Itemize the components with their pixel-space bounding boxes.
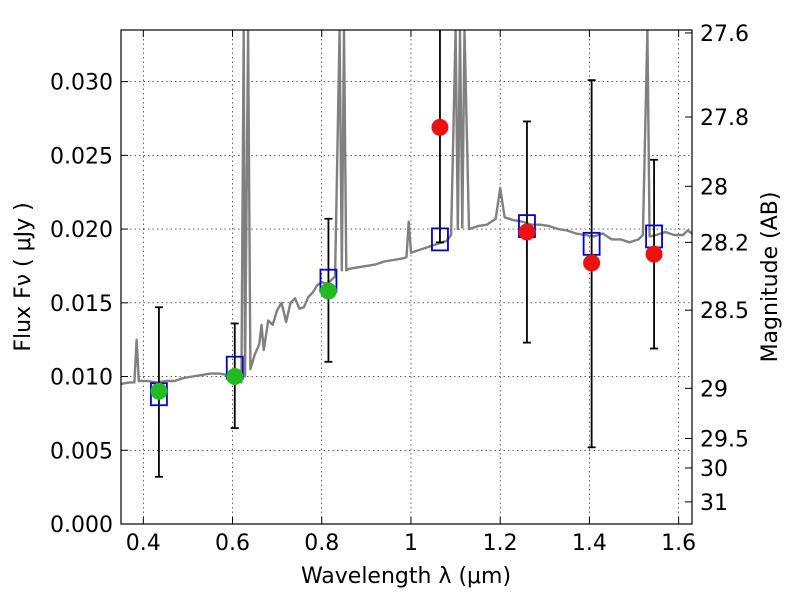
x-tick-label: 1.2 bbox=[483, 531, 518, 556]
y2-tick-label: 27.6 bbox=[700, 22, 749, 47]
y2-axis-ticks: 27.6 27.8 28 28.2 28.5 29 29.5 30 31 bbox=[685, 22, 749, 516]
y-axis-label: Flux Fν ( μJy ) bbox=[11, 202, 36, 351]
plot-background bbox=[121, 30, 692, 524]
x-tick-label: 1 bbox=[404, 531, 418, 556]
detection-point bbox=[319, 282, 337, 300]
y2-tick-label: 28 bbox=[700, 175, 728, 200]
detection-point bbox=[226, 368, 244, 386]
y2-tick-label: 29.5 bbox=[700, 427, 749, 452]
plot-frame bbox=[120, 29, 693, 525]
y2-tick-label: 30 bbox=[700, 457, 728, 482]
y2-tick-label: 28.2 bbox=[700, 231, 749, 256]
y-tick-label: 0.015 bbox=[50, 292, 113, 317]
y-tick-label: 0.010 bbox=[50, 366, 113, 391]
nondetection-point bbox=[583, 254, 601, 272]
y2-tick-label: 27.8 bbox=[700, 106, 749, 131]
nondetection-point bbox=[431, 118, 449, 136]
x-tick-label: 0.6 bbox=[215, 531, 250, 556]
y-tick-label: 0.000 bbox=[50, 513, 113, 538]
x-tick-label: 0.8 bbox=[304, 531, 339, 556]
y2-tick-label: 31 bbox=[700, 491, 728, 516]
y-axis-ticks: 0.000 0.005 0.010 0.015 0.020 0.025 0.030 bbox=[50, 71, 128, 538]
y-tick-label: 0.005 bbox=[50, 439, 113, 464]
y2-tick-label: 28.5 bbox=[700, 299, 749, 324]
x-tick-label: 0.4 bbox=[126, 531, 161, 556]
y-tick-label: 0.030 bbox=[50, 71, 113, 96]
detection-point bbox=[150, 382, 168, 400]
nondetection-point bbox=[645, 245, 663, 263]
y2-tick-label: 29 bbox=[700, 377, 728, 402]
y-tick-label: 0.020 bbox=[50, 218, 113, 243]
x-axis-ticks: 0.4 0.6 0.8 1 1.2 1.4 1.6 bbox=[126, 30, 696, 556]
nondetection-point bbox=[518, 223, 536, 241]
x-tick-label: 1.4 bbox=[572, 531, 607, 556]
y2-axis-label: Magnitude (AB) bbox=[758, 192, 783, 363]
marker-layer bbox=[150, 118, 663, 407]
x-axis-label: Wavelength λ (μm) bbox=[301, 564, 511, 589]
model-box-marker bbox=[431, 227, 449, 252]
y-tick-label: 0.025 bbox=[50, 144, 113, 169]
x-tick-label: 1.6 bbox=[661, 531, 696, 556]
